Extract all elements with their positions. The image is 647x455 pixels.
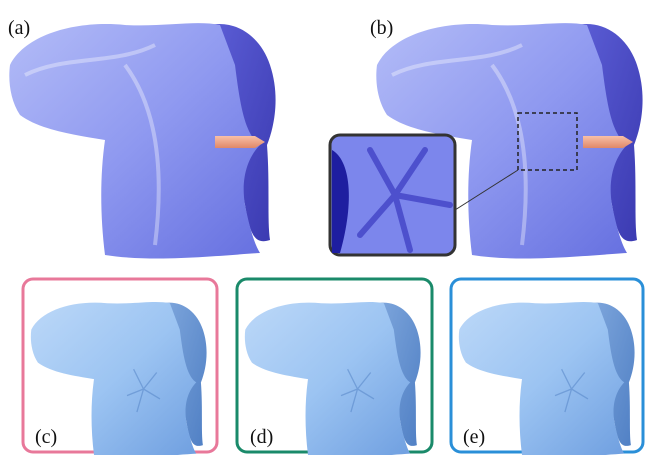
panel-label: (c) [35,426,57,448]
panel-label: (a) [8,17,30,39]
arrow [215,136,265,148]
inset-folds [357,147,453,253]
panel-label: (b) [370,17,393,39]
panel-label: (e) [463,426,485,448]
arrow [583,136,633,148]
panel-c: (c) [21,277,219,455]
panel-b: (b) [328,17,645,261]
panel-d: (d) [235,277,434,455]
panel-e: (e) [449,277,645,455]
panel-a: (a) [7,17,278,261]
panel-label: (d) [250,426,273,448]
inset-shadow [332,150,349,253]
zoom-box [517,112,578,171]
zoom-line [454,169,519,211]
